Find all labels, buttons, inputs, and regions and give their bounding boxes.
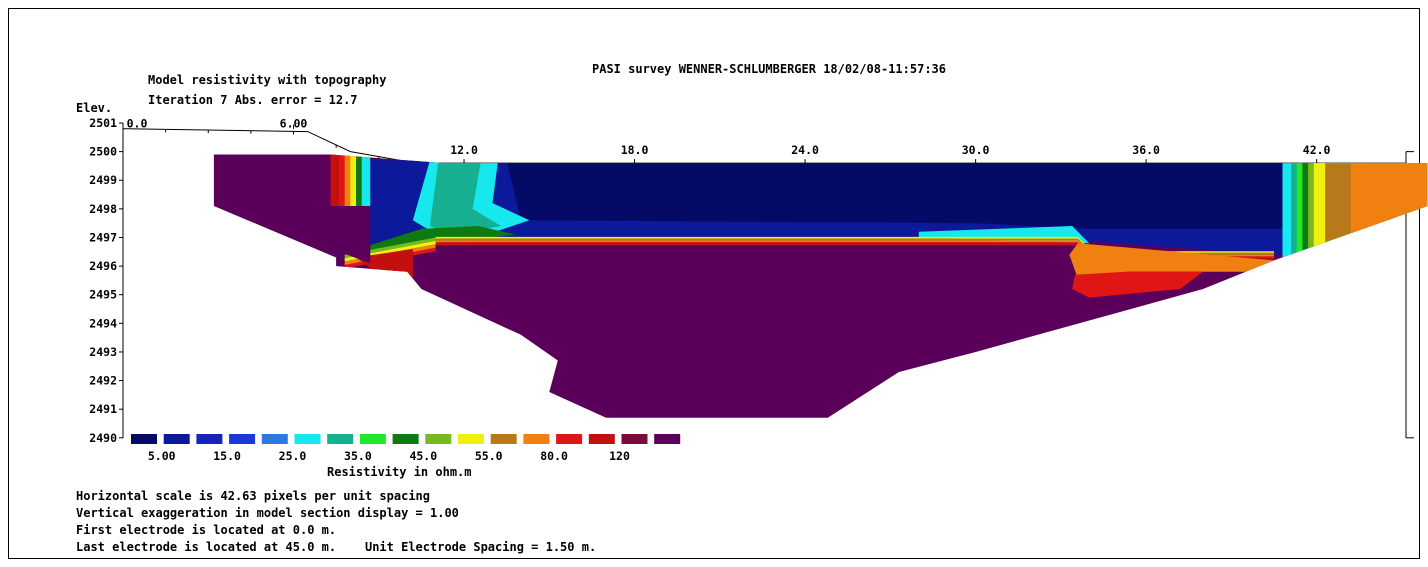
y-tick-label: 2491: [89, 402, 117, 416]
colorbar-swatch: [523, 434, 550, 444]
colorbar-tick-label: 15.0: [213, 449, 241, 463]
colorbar-label: Resistivity in ohm.m: [327, 465, 472, 479]
y-tick-label: 2498: [89, 202, 117, 216]
colorbar-swatch: [556, 434, 583, 444]
x-tick-label: 30.0: [962, 143, 990, 157]
y-tick-label: 2499: [89, 173, 117, 187]
left-strip-column: [330, 154, 339, 209]
y-tick-label: 2493: [89, 345, 117, 359]
colorbar-tick-label: 25.0: [279, 449, 307, 463]
boundary-band: [435, 236, 1275, 253]
left-strip-column: [361, 154, 371, 209]
note-horizontal-scale: Horizontal scale is 42.63 pixels per uni…: [76, 489, 431, 503]
colorbar-swatch: [163, 434, 190, 444]
colorbar-swatch: [588, 434, 615, 444]
colorbar-tick-label: 5.00: [148, 449, 176, 463]
colorbar-swatch: [261, 434, 288, 444]
colorbar-swatch: [392, 434, 419, 444]
note-last-electrode: Last electrode is located at 45.0 m. Uni…: [76, 540, 597, 554]
colorbar-swatch: [131, 434, 157, 444]
x-tick-label: 6.00: [280, 117, 308, 131]
left-strip-column: [338, 154, 348, 209]
colorbar-swatch: [654, 434, 681, 444]
left-purple-block: [213, 154, 371, 264]
x-tick-label: 24.0: [791, 143, 819, 157]
model-title: Model resistivity with topography: [148, 73, 387, 87]
elevation-axis-label: Elev.: [76, 101, 113, 115]
left-strip-column: [356, 154, 365, 209]
colorbar-tick-label: 35.0: [344, 449, 372, 463]
left-strip-column: [344, 154, 354, 209]
x-tick-label: 12.0: [450, 143, 478, 157]
colorbar-swatch: [229, 434, 256, 444]
colorbar-tick-label: 120: [609, 449, 630, 463]
colorbar-swatch: [458, 434, 484, 444]
survey-title: PASI survey WENNER-SCHLUMBERGER 18/02/08…: [592, 62, 947, 76]
x-tick-label: 18.0: [621, 143, 649, 157]
y-tick-label: 2496: [89, 259, 117, 273]
colorbar-tick-label: 45.0: [409, 449, 437, 463]
right-orange-wedge: [1069, 243, 1274, 295]
right-red-wedge: [1072, 271, 1203, 298]
left-teal-plume: [429, 160, 501, 235]
y-tick-label: 2501: [89, 116, 117, 130]
iteration-line: Iteration 7 Abs. error = 12.7: [148, 93, 358, 107]
deep-blue-core: [506, 160, 1402, 229]
y-tick-label: 2494: [89, 316, 117, 330]
colorbar-swatch: [359, 434, 386, 444]
y-tick-label: 2500: [89, 145, 117, 159]
note-first-electrode: First electrode is located at 0.0 m.: [76, 523, 337, 537]
colorbar-swatch: [621, 434, 648, 444]
colorbar-swatch: [490, 434, 517, 444]
y-tick-label: 2492: [89, 374, 117, 388]
colorbar-tick-label: 80.0: [540, 449, 568, 463]
x-tick-label: 36.0: [1132, 143, 1160, 157]
y-tick-label: 2497: [89, 230, 117, 244]
x-tick-label: 42.0: [1303, 143, 1331, 157]
right-edge-ramp: [1350, 160, 1428, 261]
colorbar-swatch: [327, 434, 354, 444]
colorbar-swatch: [294, 434, 321, 444]
colorbar-swatch: [196, 434, 223, 444]
y-tick-label: 2495: [89, 288, 117, 302]
x-tick-label: 0.0: [127, 117, 148, 131]
left-strip-column: [350, 154, 359, 209]
colorbar-swatch: [425, 434, 452, 444]
note-vertical-exaggeration: Vertical exaggeration in model section d…: [76, 506, 459, 520]
colorbar-tick-label: 55.0: [475, 449, 503, 463]
y-tick-label: 2490: [89, 431, 117, 445]
